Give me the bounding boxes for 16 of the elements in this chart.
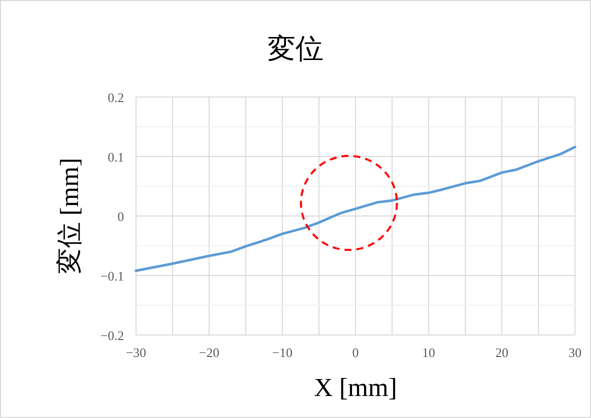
y-axis-title: 変位 [mm] [55,158,84,274]
y-tick-label: 0.2 [108,90,124,105]
x-tick-label: 10 [422,345,436,360]
x-tick-label: 30 [568,345,582,360]
x-tick-label: −20 [198,345,220,360]
y-tick-label: 0.1 [108,150,124,164]
x-tick-label: −30 [126,345,146,360]
x-tick-label: 20 [495,345,508,360]
y-tick-label: 0 [118,209,124,224]
chart-title: 変位 [268,34,324,65]
y-tick-label: −0.1 [100,268,124,284]
x-axis-title: X [mm] [314,373,398,402]
x-tick-label: 0 [352,345,359,360]
x-tick-label: −10 [272,345,293,360]
line-series [134,146,576,272]
y-tick-label: −0.2 [100,328,124,343]
